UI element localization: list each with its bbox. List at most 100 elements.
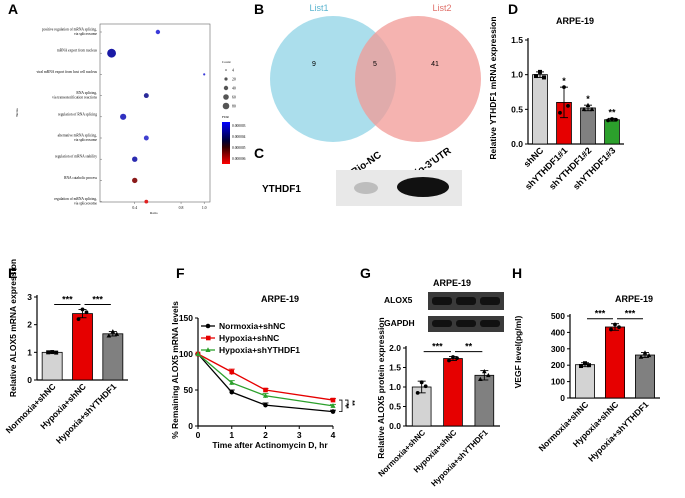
panel-h-ylabel: VEGF level(pg/ml) [513, 315, 523, 388]
panel-h-ytick-label: 0 [560, 393, 565, 403]
panel-a-count-legend-label: 20 [232, 77, 236, 81]
blot-band-gapdh [432, 320, 452, 327]
panel-g-point [478, 376, 483, 381]
panel-label-h: H [512, 265, 522, 281]
panel-a-bubble [132, 177, 138, 184]
panel-e-point [76, 317, 81, 322]
panel-g-ytick-label: 2.0 [389, 343, 401, 353]
panel-a-xtick-label: 0.4 [132, 206, 137, 210]
panel-h-ytick-label: 300 [551, 344, 565, 354]
panel-a-frame [99, 23, 211, 203]
panel-c-blot: Bio-NC Bio-3'UTR YTHDF1 [262, 145, 462, 206]
panel-d-point [610, 117, 614, 121]
panel-g-point [482, 369, 487, 374]
panel-f-title: ARPE-19 [261, 294, 299, 304]
panel-g-point [455, 356, 459, 361]
panel-h-bar [605, 326, 626, 399]
panel-h-point [646, 352, 652, 358]
panel-a-legend-count-title: Count [222, 60, 231, 64]
panel-g-point [447, 358, 451, 363]
panel-f-sig-label: ** [342, 403, 349, 409]
panel-f-ytick-label: 150 [179, 313, 193, 323]
panel-e-point [46, 350, 51, 355]
panel-d-ytick-label: 0.0 [511, 139, 523, 149]
panel-e-ytick-label: 1 [27, 347, 32, 357]
panel-g-point [423, 384, 428, 389]
panel-a-bubble [203, 73, 206, 76]
panel-f-xtick-label: 4 [331, 430, 336, 440]
panel-h-ytick-label: 400 [551, 327, 565, 337]
panel-e-point [80, 307, 85, 312]
panel-f-point [229, 369, 235, 375]
panel-e-ytick-label: 3 [27, 292, 32, 302]
panel-a-ylabel: Terms [15, 108, 19, 117]
panel-f-ytick-label: 50 [184, 385, 194, 395]
panel-h-sig-label: *** [595, 309, 606, 319]
panel-a-bubble [132, 156, 138, 162]
venn-label-list2: List2 [432, 3, 451, 13]
panel-e-point [84, 310, 89, 315]
panel-f-ytick-label: 0 [188, 421, 193, 431]
panel-a-term-label: RNA splicing, [76, 91, 97, 96]
panel-h-ytick-label: 200 [551, 360, 565, 370]
panel-a-fdr-legend-label: 0.000006 [232, 157, 246, 161]
panel-e-point [114, 331, 120, 336]
panel-label-b: B [254, 1, 264, 17]
panel-a-count-legend-label: 4 [232, 68, 234, 72]
panel-a-count-legend-label: 40 [232, 86, 236, 90]
venn-count-overlap: 5 [373, 61, 377, 68]
panel-label-f: F [176, 265, 185, 281]
panel-a-xtick-label: 1.0 [202, 206, 207, 210]
panel-g-ylabel: Relative ALOX5 protein expression [376, 317, 386, 458]
panel-d-point [558, 110, 562, 115]
panel-g-ytick-label: 1.0 [389, 382, 401, 392]
panel-h-point [617, 325, 621, 330]
panel-label-d: D [508, 1, 518, 17]
panel-g-point [486, 372, 491, 378]
panel-f-sig-label: ** [348, 400, 355, 406]
panel-g-title: ARPE-19 [433, 278, 471, 288]
panel-g-blot-and-bar: ARPE-19 ALOX5 GAPDH Relative ALOX5 prote… [376, 278, 504, 488]
panel-g-point [415, 390, 420, 395]
panel-g-ytick-label: 1.5 [389, 363, 401, 373]
panel-h-category-label: Normoxia+shNC [536, 399, 590, 453]
panel-h-title: ARPE-19 [615, 294, 653, 304]
panel-d-bar-chart: ARPE-19 Relative YTHDF1 mRNA expression … [488, 16, 624, 192]
panel-f-point [330, 403, 336, 408]
panel-a-count-legend-dot [223, 85, 229, 91]
panel-f-point [263, 387, 268, 393]
panel-h-point [642, 350, 648, 355]
panel-d-point [581, 106, 587, 112]
panel-a-count-legend-label: 60 [232, 95, 236, 99]
panel-d-point [538, 69, 542, 74]
panel-g-sig-label: *** [432, 342, 443, 352]
panel-d-sig-mark: ** [608, 107, 616, 117]
panel-d-point [566, 103, 570, 108]
panel-f-point [263, 402, 268, 408]
panel-h-ytick-label: 500 [551, 311, 565, 321]
panel-d-point [585, 102, 591, 107]
panel-h-point [583, 361, 587, 366]
panel-a-term-label: positive regulation of mRNA splicing, [42, 28, 97, 33]
panel-a-bubble [120, 113, 127, 120]
venn-label-list1: List1 [309, 3, 328, 13]
panel-e-ylabel: Relative ALOX5 mRNA expression [8, 259, 18, 397]
panel-a-term-label: viral mRNA export from host cell nucleus [37, 70, 98, 74]
blot-band-alox5 [480, 297, 500, 305]
panel-e-sig-label: *** [62, 294, 73, 304]
panel-f-point [195, 351, 201, 356]
panel-e-point [54, 350, 59, 355]
panel-d-point [606, 118, 610, 123]
panel-a-fdr-legend-label: 0.000004 [232, 135, 246, 139]
panel-e-bar-chart: Relative ALOX5 mRNA expression 0123Normo… [4, 259, 128, 446]
panel-f-sig-bracket [345, 399, 349, 407]
panel-f-xtick-label: 2 [263, 430, 268, 440]
panel-label-g: G [360, 265, 371, 281]
panel-h-point [609, 327, 613, 332]
panel-a-term-label: mRNA export from nucleus [57, 49, 98, 53]
panel-a-count-legend-label: 80 [232, 104, 236, 108]
panel-a-legend-fdr-title: FDR [222, 115, 229, 119]
panel-h-point [579, 364, 583, 369]
panel-a-term-label-cont: via spliceosome [74, 32, 97, 36]
